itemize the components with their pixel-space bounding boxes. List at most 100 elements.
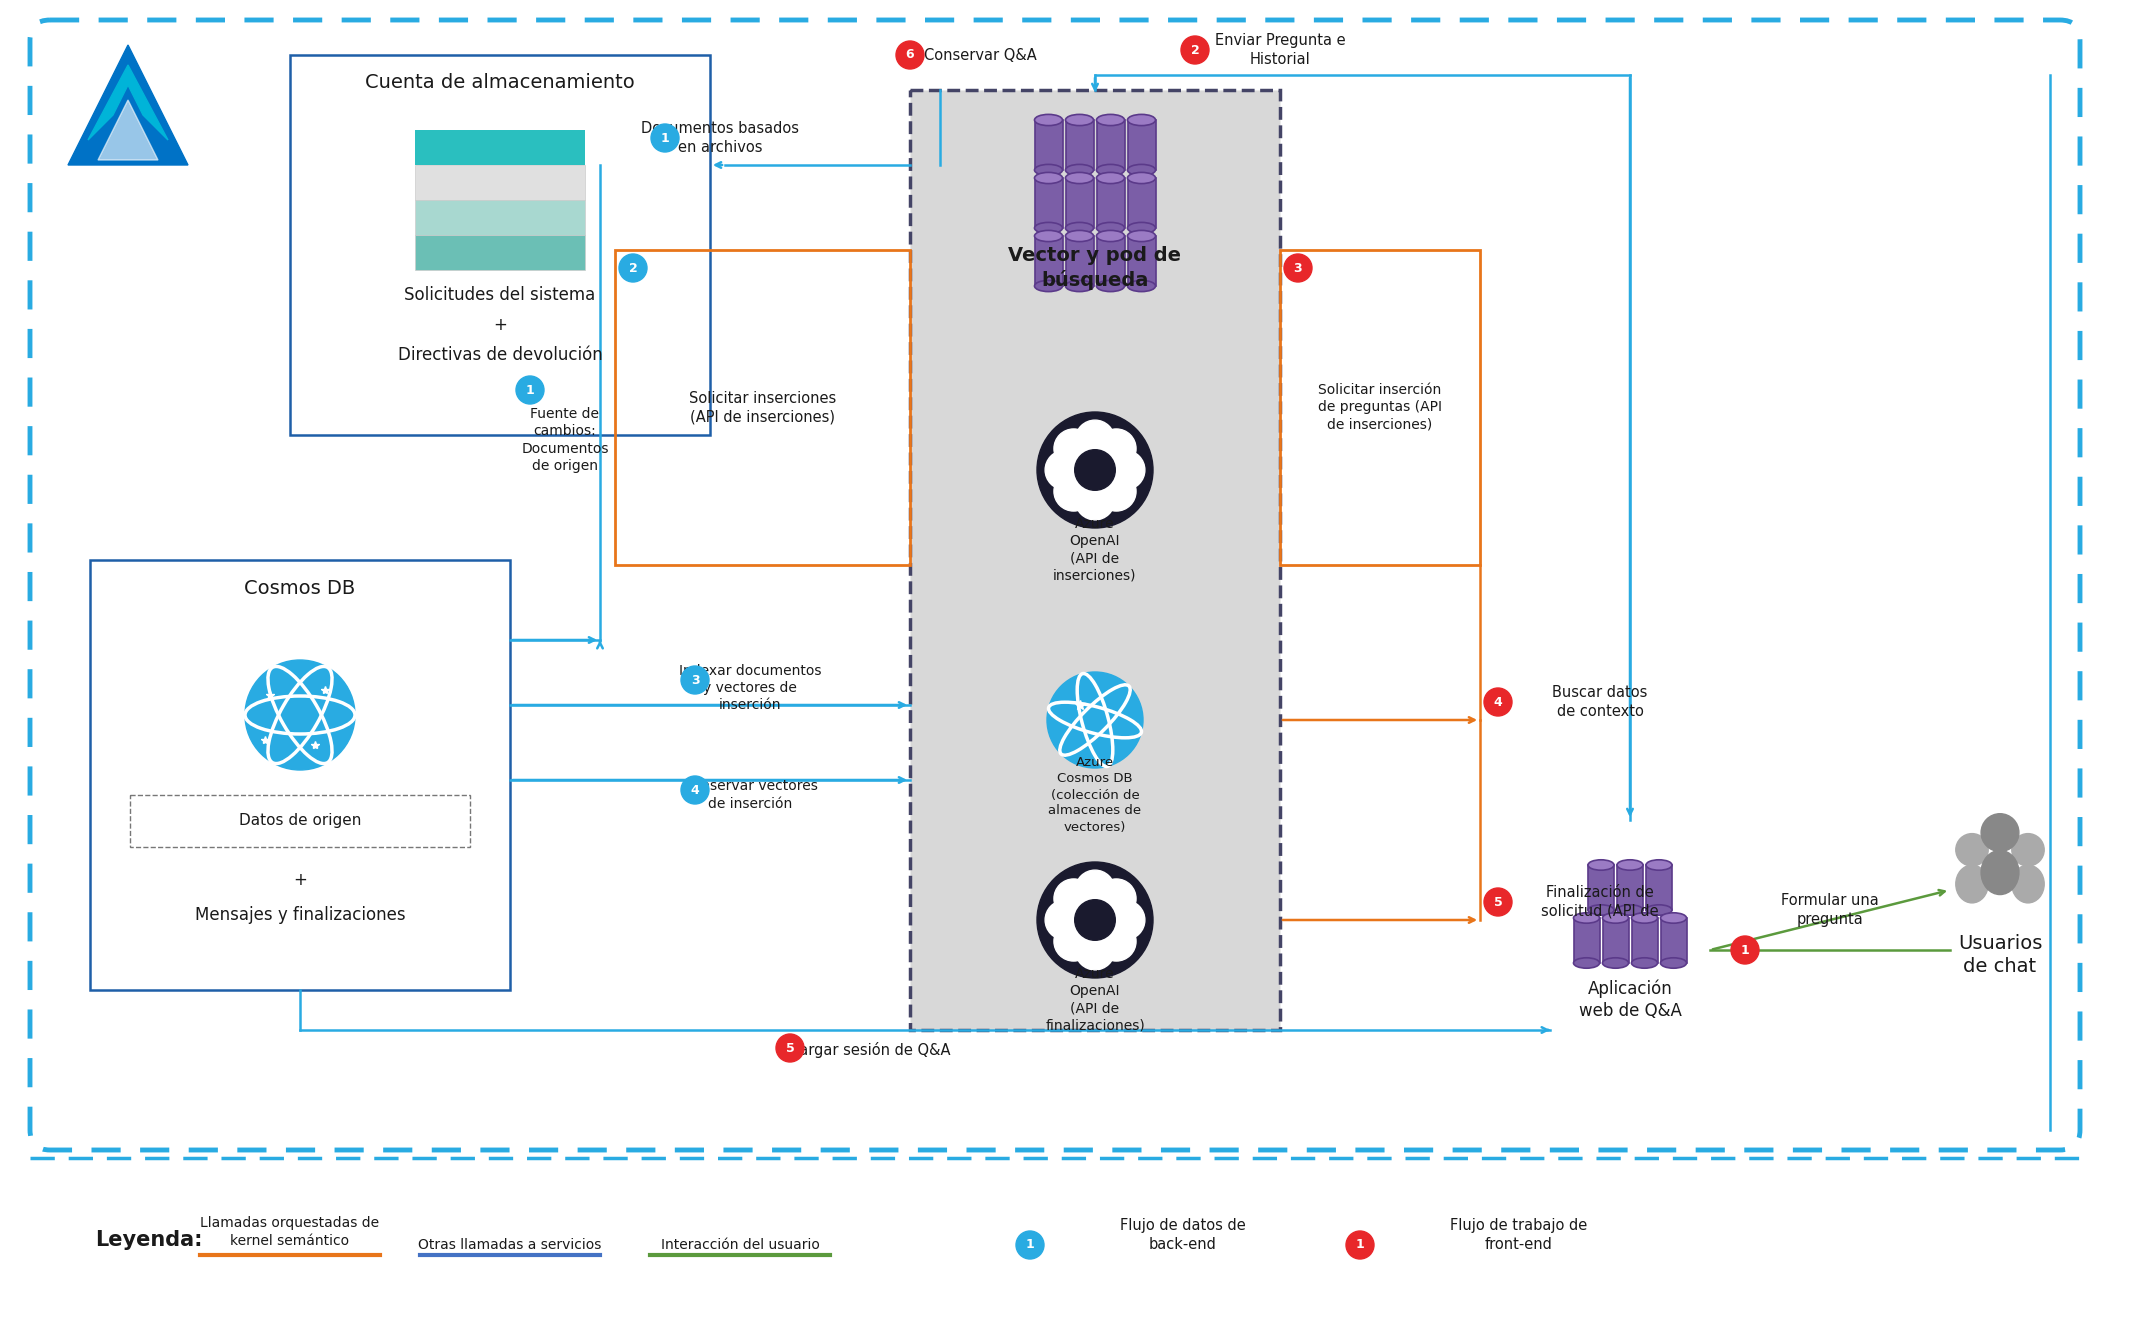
Circle shape	[1075, 930, 1114, 970]
Text: Cosmos DB: Cosmos DB	[245, 578, 355, 598]
Bar	[1096, 120, 1124, 169]
Ellipse shape	[1617, 905, 1643, 916]
Ellipse shape	[1127, 222, 1155, 234]
Polygon shape	[99, 101, 157, 160]
Text: 1: 1	[1357, 1238, 1365, 1252]
Text: Azure
OpenAI
(API de
finalizaciones): Azure OpenAI (API de finalizaciones)	[1045, 967, 1146, 1033]
Ellipse shape	[1632, 958, 1658, 968]
Ellipse shape	[1066, 164, 1094, 176]
Circle shape	[776, 1035, 804, 1062]
Text: 1: 1	[1742, 943, 1750, 957]
Circle shape	[1036, 411, 1152, 528]
Text: Vector y pod de
búsqueda: Vector y pod de búsqueda	[1008, 246, 1182, 290]
Text: 1: 1	[660, 131, 669, 144]
Ellipse shape	[1127, 280, 1155, 291]
Ellipse shape	[1632, 913, 1658, 923]
Ellipse shape	[2012, 865, 2045, 902]
Text: Solicitar inserciones
(API de inserciones): Solicitar inserciones (API de insercione…	[688, 390, 836, 425]
Circle shape	[1054, 471, 1094, 511]
Ellipse shape	[1660, 913, 1686, 923]
Circle shape	[651, 124, 679, 152]
Ellipse shape	[1127, 230, 1155, 242]
Text: Flujo de datos de
back-end: Flujo de datos de back-end	[1120, 1218, 1245, 1252]
Bar	[1066, 235, 1094, 286]
Circle shape	[619, 254, 647, 282]
Ellipse shape	[1127, 172, 1155, 184]
Text: +: +	[492, 316, 507, 333]
Circle shape	[1096, 429, 1135, 468]
Circle shape	[1045, 450, 1084, 490]
Text: Datos de origen: Datos de origen	[239, 814, 361, 828]
Text: 4: 4	[1494, 696, 1503, 709]
Text: 5: 5	[1494, 896, 1503, 909]
Text: Mensajes y finalizaciones: Mensajes y finalizaciones	[196, 906, 406, 923]
Bar	[1096, 179, 1124, 228]
Circle shape	[245, 660, 355, 770]
Polygon shape	[69, 45, 187, 165]
Text: Documentos basados
en archivos: Documentos basados en archivos	[641, 122, 800, 155]
Bar	[1066, 179, 1094, 228]
Text: Directivas de devolución: Directivas de devolución	[398, 347, 602, 364]
Bar	[90, 560, 510, 990]
Ellipse shape	[1096, 172, 1124, 184]
Ellipse shape	[1617, 860, 1643, 871]
Circle shape	[1054, 429, 1094, 468]
Circle shape	[1075, 450, 1116, 491]
Text: Formular una
pregunta: Formular una pregunta	[1780, 893, 1879, 927]
Circle shape	[1075, 871, 1114, 909]
Ellipse shape	[1956, 865, 1989, 902]
Ellipse shape	[1096, 222, 1124, 234]
Bar	[1617, 865, 1643, 910]
Circle shape	[1096, 878, 1135, 918]
Circle shape	[682, 777, 710, 804]
Ellipse shape	[1096, 230, 1124, 242]
Circle shape	[1075, 480, 1114, 520]
Ellipse shape	[1034, 164, 1062, 176]
Ellipse shape	[1034, 114, 1062, 126]
Text: 5: 5	[785, 1041, 793, 1054]
Circle shape	[1346, 1230, 1374, 1259]
Ellipse shape	[1647, 905, 1673, 916]
Bar	[415, 165, 585, 200]
Bar	[415, 235, 585, 270]
Ellipse shape	[1096, 114, 1124, 126]
Bar	[1602, 918, 1628, 963]
Bar	[1279, 250, 1479, 565]
Bar	[909, 90, 1279, 1031]
Circle shape	[1036, 863, 1152, 978]
Ellipse shape	[1066, 230, 1094, 242]
Text: Aplicación
web de Q&A: Aplicación web de Q&A	[1578, 979, 1681, 1020]
Bar	[1066, 120, 1094, 169]
Circle shape	[516, 376, 544, 404]
Circle shape	[1980, 814, 2019, 852]
Text: Fuente de
cambios:
Documentos
de origen: Fuente de cambios: Documentos de origen	[520, 407, 608, 472]
Circle shape	[1096, 922, 1135, 960]
Text: Solicitar inserción
de preguntas (API
de inserciones): Solicitar inserción de preguntas (API de…	[1318, 384, 1443, 431]
Text: Flujo de trabajo de
front-end: Flujo de trabajo de front-end	[1449, 1218, 1587, 1252]
Ellipse shape	[1602, 913, 1628, 923]
Circle shape	[1075, 421, 1114, 459]
Bar	[1127, 179, 1155, 228]
Text: Llamadas orquestadas de
kernel semántico: Llamadas orquestadas de kernel semántico	[200, 1216, 381, 1248]
Ellipse shape	[1066, 222, 1094, 234]
Bar	[1660, 918, 1686, 963]
Ellipse shape	[1066, 114, 1094, 126]
Bar	[129, 795, 471, 847]
Bar	[1034, 120, 1062, 169]
Bar	[1127, 120, 1155, 169]
Circle shape	[1180, 36, 1208, 64]
Text: 1: 1	[1026, 1238, 1034, 1252]
Circle shape	[1075, 900, 1116, 941]
Ellipse shape	[1034, 280, 1062, 291]
Ellipse shape	[1034, 222, 1062, 234]
Circle shape	[1096, 471, 1135, 511]
Text: Conservar vectores
de inserción: Conservar vectores de inserción	[682, 779, 817, 811]
Ellipse shape	[1574, 913, 1600, 923]
Text: Finalización de
solicitud (API de: Finalización de solicitud (API de	[1542, 885, 1660, 918]
Ellipse shape	[1034, 172, 1062, 184]
Ellipse shape	[1066, 280, 1094, 291]
Ellipse shape	[1647, 860, 1673, 871]
Ellipse shape	[1127, 114, 1155, 126]
Circle shape	[1483, 688, 1511, 716]
Bar	[615, 250, 909, 565]
